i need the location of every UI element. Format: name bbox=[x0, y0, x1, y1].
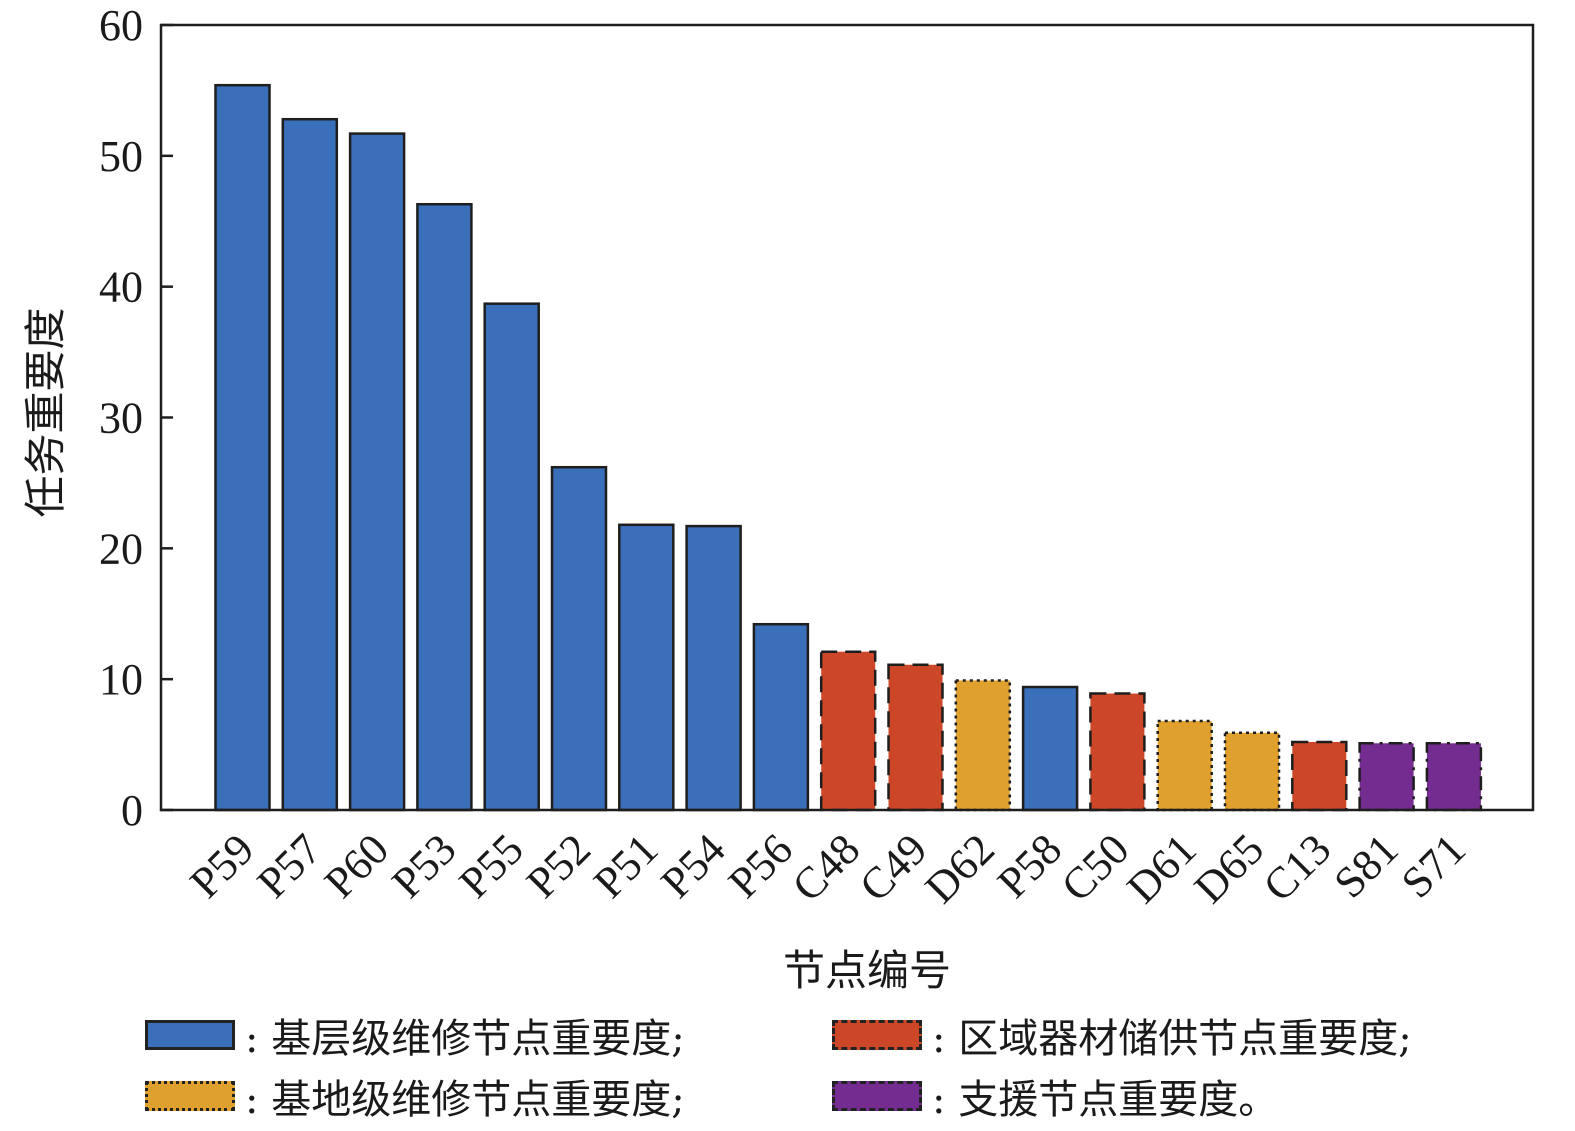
bar-d61 bbox=[1156, 719, 1213, 812]
x-tick-label-c48: C48 bbox=[783, 824, 870, 911]
y-tick-label-20: 20 bbox=[99, 524, 143, 573]
bar-chart: P59P57P60P53P55P52P51P54P56C48C49D62P58C… bbox=[21, 1, 1535, 995]
legend-label-regional: : 区域器材储供节点重要度; bbox=[932, 1016, 1412, 1062]
bar-p53 bbox=[416, 202, 473, 812]
x-tick-label-p53: P53 bbox=[382, 824, 465, 907]
x-tick-label-p59: P59 bbox=[180, 824, 263, 907]
legend: : 基层级维修节点重要度; : 区域器材储供节点重要度; : 基地级维修节点重要… bbox=[0, 1000, 1575, 1131]
x-tick-label-p60: P60 bbox=[315, 824, 398, 907]
bar-s81 bbox=[1358, 742, 1415, 812]
bar-p58 bbox=[1021, 685, 1079, 812]
y-tick-label-60: 60 bbox=[99, 1, 143, 50]
legend-swatch-support bbox=[832, 1081, 922, 1111]
y-axis-title: 任务重要度 bbox=[21, 307, 70, 517]
bar-c50 bbox=[1089, 692, 1146, 812]
y-tick-label-30: 30 bbox=[99, 394, 143, 443]
legend-swatch-depot bbox=[145, 1081, 235, 1111]
bar-s71 bbox=[1425, 742, 1483, 812]
x-tick-label-d62: D62 bbox=[916, 824, 1004, 912]
x-tick-label-c13: C13 bbox=[1254, 824, 1341, 911]
x-tick-label-c50: C50 bbox=[1052, 824, 1139, 911]
bar-c48 bbox=[819, 650, 877, 812]
x-tick-label-d61: D61 bbox=[1118, 824, 1206, 912]
bar-p59 bbox=[214, 83, 271, 812]
x-tick-label-s81: S81 bbox=[1325, 824, 1408, 907]
y-tick-label-40: 40 bbox=[99, 263, 143, 312]
legend-swatch-base bbox=[145, 1020, 235, 1050]
x-tick-label-c49: C49 bbox=[850, 824, 937, 911]
legend-label-support: : 支援节点重要度。 bbox=[932, 1077, 1279, 1123]
y-tick-label-0: 0 bbox=[121, 786, 143, 835]
bar-d65 bbox=[1223, 731, 1281, 812]
x-tick-label-p54: P54 bbox=[652, 824, 735, 907]
legend-item-base: : 基层级维修节点重要度; bbox=[145, 1005, 685, 1065]
bar-c13 bbox=[1291, 740, 1348, 812]
legend-item-regional: : 区域器材储供节点重要度; bbox=[832, 1005, 1412, 1065]
x-tick-label-s71: S71 bbox=[1392, 824, 1475, 907]
x-tick-label-p57: P57 bbox=[248, 824, 331, 907]
legend-label-depot: : 基地级维修节点重要度; bbox=[245, 1077, 685, 1123]
y-tick-label-50: 50 bbox=[99, 132, 143, 181]
x-tick-label-p56: P56 bbox=[719, 824, 802, 907]
x-tick-label-p52: P52 bbox=[517, 824, 600, 907]
legend-item-support: : 支援节点重要度。 bbox=[832, 1066, 1278, 1126]
x-tick-label-d65: D65 bbox=[1185, 824, 1273, 912]
bar-p51 bbox=[618, 523, 675, 812]
x-tick-label-p58: P58 bbox=[988, 824, 1071, 907]
legend-swatch-regional bbox=[832, 1020, 922, 1050]
x-tick-label-p55: P55 bbox=[450, 824, 533, 907]
bar-p57 bbox=[281, 117, 339, 812]
bar-p52 bbox=[550, 465, 608, 812]
x-tick-label-p51: P51 bbox=[584, 824, 667, 907]
bar-p55 bbox=[483, 302, 540, 812]
bar-c49 bbox=[887, 663, 944, 812]
y-tick-label-10: 10 bbox=[99, 655, 143, 704]
x-axis-title: 节点编号 bbox=[783, 946, 951, 995]
bar-p54 bbox=[685, 524, 742, 812]
bar-d62 bbox=[954, 679, 1012, 812]
legend-label-base: : 基层级维修节点重要度; bbox=[245, 1016, 685, 1062]
legend-item-depot: : 基地级维修节点重要度; bbox=[145, 1066, 685, 1126]
bar-p60 bbox=[348, 132, 406, 812]
bar-p56 bbox=[752, 622, 810, 812]
